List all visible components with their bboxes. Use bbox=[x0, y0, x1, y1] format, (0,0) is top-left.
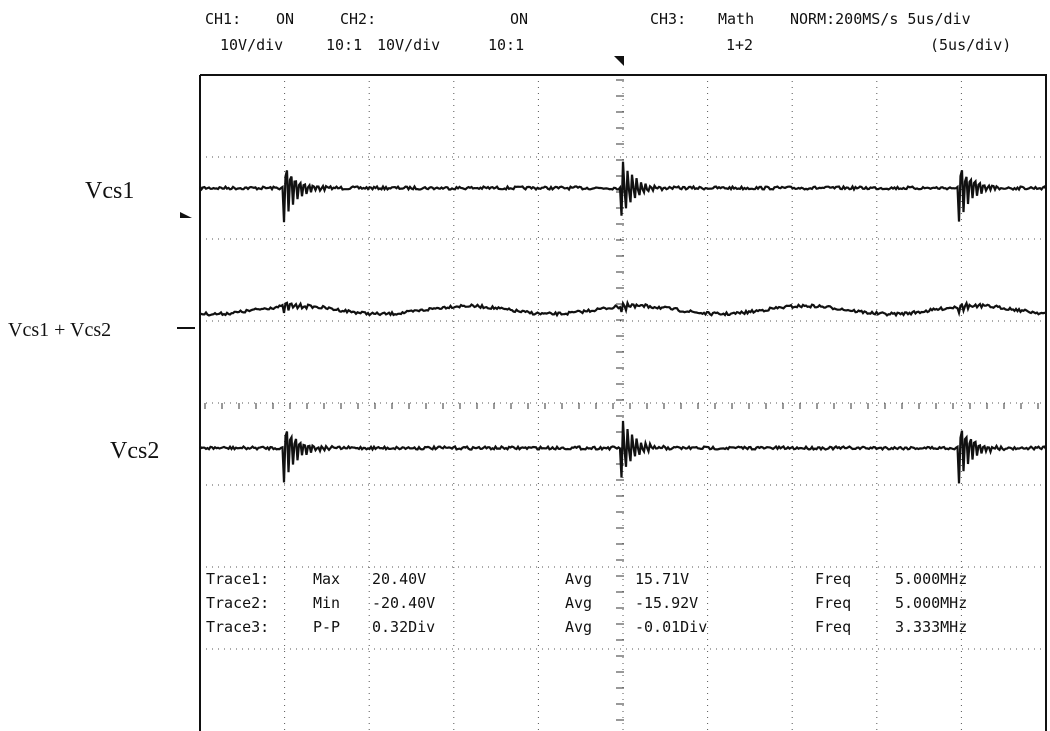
measurement: 20.40V bbox=[372, 570, 426, 588]
measurement: P-P bbox=[313, 618, 340, 636]
measurement: Avg bbox=[565, 618, 592, 636]
measurement: Max bbox=[313, 570, 340, 588]
label: ON bbox=[276, 10, 294, 28]
measurement: Freq bbox=[815, 618, 851, 636]
measurement: Trace1: bbox=[206, 570, 269, 588]
measurements: Trace1: Max 20.40V Avg 15.71V Freq 5.000MHz Tra… bbox=[206, 570, 967, 636]
measurement: 5.000MHz bbox=[895, 594, 967, 612]
label: ON bbox=[510, 10, 528, 28]
label: 1+2 bbox=[726, 36, 753, 54]
waveform bbox=[200, 303, 1046, 316]
measurement: Freq bbox=[815, 570, 851, 588]
measurement: -20.40V bbox=[372, 594, 435, 612]
trace-label: Vcs1 bbox=[85, 178, 134, 204]
trace-label: Vcs2 bbox=[110, 438, 159, 464]
label: NORM:200MS/s 5us/div bbox=[790, 10, 971, 28]
label: Math bbox=[718, 10, 754, 28]
measurement: 3.333MHz bbox=[895, 618, 967, 636]
label: CH3: bbox=[650, 10, 686, 28]
label: 10:1 bbox=[326, 36, 362, 54]
measurement: 15.71V bbox=[635, 570, 689, 588]
label: CH1: bbox=[205, 10, 241, 28]
measurement: Trace2: bbox=[206, 594, 269, 612]
label: CH2: bbox=[340, 10, 376, 28]
measurement: Avg bbox=[565, 570, 592, 588]
label: 10:1 bbox=[488, 36, 524, 54]
label: 10V/div bbox=[220, 36, 283, 54]
measurement: Freq bbox=[815, 594, 851, 612]
waveform bbox=[200, 421, 1046, 484]
label: (5us/div) bbox=[930, 36, 1011, 54]
measurement: 5.000MHz bbox=[895, 570, 967, 588]
trace-label: Vcs1 + Vcs2 bbox=[8, 319, 111, 341]
measurement: Avg bbox=[565, 594, 592, 612]
label: 10V/div bbox=[377, 36, 440, 54]
oscilloscope-screen: CH1: ON CH2: ON CH3: Math NORM:200MS/s 5… bbox=[0, 0, 1050, 731]
measurement: Trace3: bbox=[206, 618, 269, 636]
header: CH1: ON CH2: ON CH3: Math NORM:200MS/s 5… bbox=[205, 10, 1011, 54]
trigger-marker bbox=[614, 56, 624, 66]
measurement: Min bbox=[313, 594, 340, 612]
measurement: 0.32Div bbox=[372, 618, 435, 636]
ch1-marker bbox=[180, 212, 192, 218]
measurement: -15.92V bbox=[635, 594, 698, 612]
waveforms bbox=[200, 162, 1046, 484]
measurement: -0.01Div bbox=[635, 618, 707, 636]
